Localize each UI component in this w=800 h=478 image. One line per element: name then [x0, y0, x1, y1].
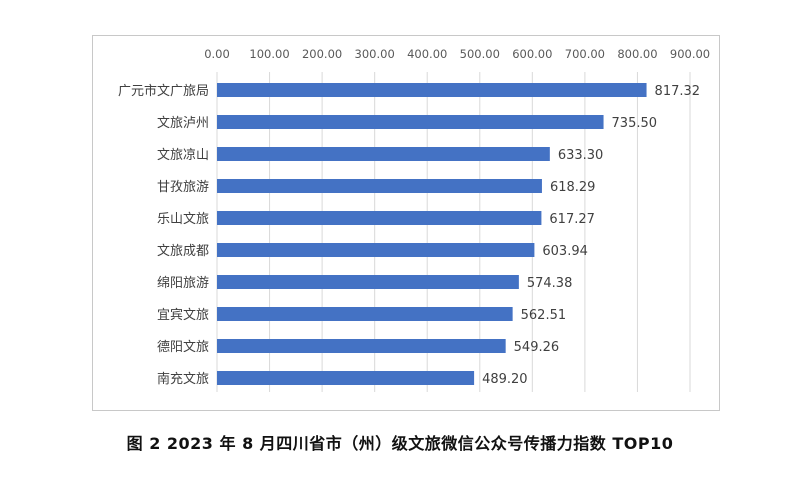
x-tick-label: 100.00 — [249, 47, 289, 61]
x-tick-label: 600.00 — [512, 47, 552, 61]
bar — [217, 115, 604, 129]
data-label: 618.29 — [550, 180, 596, 195]
category-label: 乐山文旅 — [157, 212, 209, 227]
category-label: 绵阳旅游 — [157, 276, 209, 291]
x-tick-label: 500.00 — [460, 47, 500, 61]
x-tick-label: 700.00 — [565, 47, 605, 61]
data-label: 603.94 — [542, 244, 588, 259]
bar — [217, 147, 550, 161]
category-label: 南充文旅 — [157, 371, 209, 387]
bar-chart: 0.00 100.00 200.00 300.00 400.00 500.00 600.00… — [118, 47, 710, 392]
data-label: 574.38 — [527, 276, 573, 291]
data-label: 549.26 — [514, 340, 560, 355]
bar — [217, 371, 475, 385]
category-label: 甘孜旅游 — [157, 180, 209, 195]
bar — [217, 83, 647, 97]
data-label: 562.51 — [521, 308, 567, 323]
data-label: 617.27 — [549, 212, 595, 227]
bar — [217, 307, 513, 321]
data-label: 817.32 — [655, 84, 701, 99]
data-label: 735.50 — [612, 116, 658, 131]
bar — [217, 243, 535, 257]
x-tick-label: 300.00 — [355, 47, 395, 61]
x-tick-label: 0.00 — [204, 47, 230, 61]
x-tick-label: 900.00 — [670, 47, 710, 61]
data-label: 633.30 — [558, 148, 604, 163]
category-label: 德阳文旅 — [157, 340, 209, 355]
x-tick-label: 200.00 — [302, 47, 342, 61]
category-label: 文旅泸州 — [157, 116, 209, 131]
data-label: 489.20 — [482, 372, 528, 387]
bar — [217, 275, 519, 289]
x-tick-label: 800.00 — [617, 47, 657, 61]
bar — [217, 179, 542, 193]
chart-frame — [92, 35, 720, 411]
category-label: 广元市文广旅局 — [118, 83, 209, 99]
category-label: 文旅成都 — [157, 244, 209, 259]
category-label: 文旅凉山 — [157, 148, 209, 163]
bar — [217, 339, 506, 353]
x-tick-label: 400.00 — [407, 47, 447, 61]
category-label: 宜宾文旅 — [157, 307, 209, 323]
figure-caption: 图 2 2023 年 8 月四川省市（州）级文旅微信公众号传播力指数 TOP10 — [126, 434, 674, 453]
bar — [217, 211, 542, 225]
